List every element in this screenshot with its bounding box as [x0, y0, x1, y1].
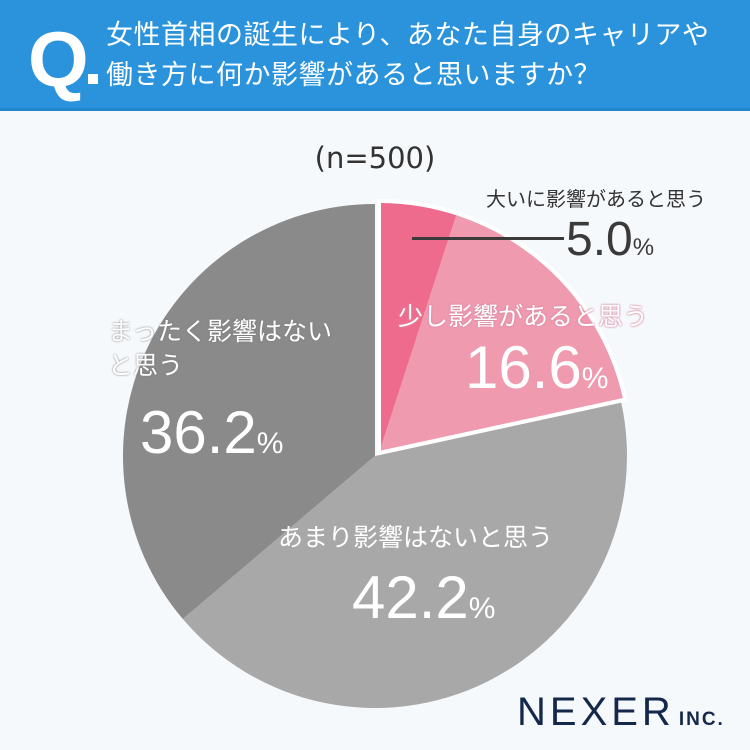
percent-value: 42.2	[352, 564, 469, 631]
label-not-much-percent: 42.2%	[352, 563, 495, 632]
label-none-line1: まったく影響はない	[108, 317, 333, 346]
percent-value: 36.2	[140, 399, 257, 466]
percent-sign: %	[468, 592, 496, 625]
leader-line	[412, 237, 564, 240]
question-line-2: 働き方に何か影響があると思いますか？	[106, 60, 601, 91]
percent-value: 16.6	[465, 334, 582, 401]
percent-value: 5.0	[566, 213, 633, 266]
percent-sign: %	[632, 234, 655, 261]
sample-size: (n=500)	[314, 141, 436, 175]
label-little-percent: 16.6%	[465, 333, 608, 402]
slice-big	[379, 201, 457, 453]
logo-name: NEXER	[517, 690, 675, 734]
label-big-percent: 5.0%	[566, 212, 654, 267]
label-little-category: 少し影響があると思う	[398, 302, 649, 331]
slice-little	[379, 213, 626, 453]
q-mark: Q	[28, 15, 89, 103]
label-none-percent: 36.2%	[140, 398, 283, 467]
percent-sign: %	[581, 362, 609, 395]
label-none-line2: と思う	[108, 351, 184, 380]
exploded-group-outline	[377, 198, 628, 456]
question-header: Q 女性首相の誕生により、あなた自身のキャリアや 働き方に何か影響があると思いま…	[0, 0, 750, 111]
label-none-category: まったく影響はない と思う	[108, 315, 332, 383]
question-line-1: 女性首相の誕生により、あなた自身のキャリアや	[106, 20, 710, 51]
label-not-much-category: あまり影響はないと思う	[278, 523, 554, 552]
nexer-logo: NEXER INC.	[517, 690, 725, 735]
slice-none	[122, 204, 375, 620]
percent-sign: %	[256, 427, 284, 460]
q-dot	[88, 74, 98, 84]
logo-suffix: INC.	[678, 709, 725, 730]
slice-not-much	[182, 402, 628, 709]
label-big-category: 大いに影響があると思う	[486, 187, 706, 211]
